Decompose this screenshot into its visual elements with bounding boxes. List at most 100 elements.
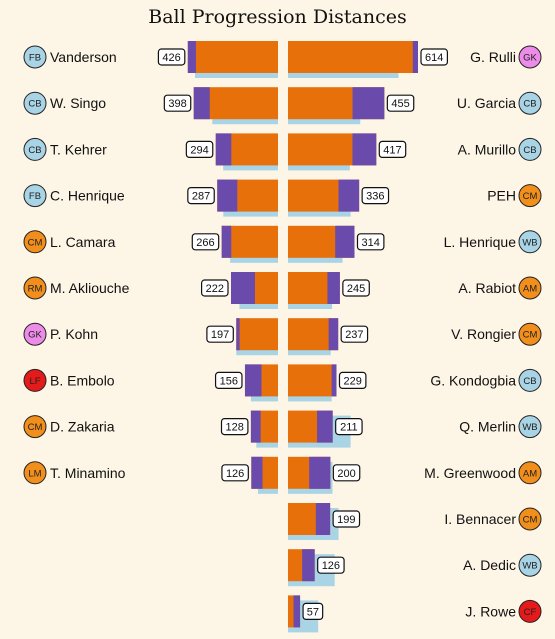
value-label-right_team-2: 417 xyxy=(383,144,401,156)
bar-purple-segment-right_team-4 xyxy=(335,225,355,258)
player-name-right_team-7: G. Kondogbia xyxy=(430,372,516,388)
position-badge-left_team-9 xyxy=(23,461,47,485)
value-label-left_team-3: 287 xyxy=(192,191,210,203)
value-label-left_team-1: 398 xyxy=(168,98,186,110)
value-label-right_team-12: 57 xyxy=(307,606,319,618)
player-name-left_team-9: T. Minamino xyxy=(50,465,126,481)
bar-purple-segment-right_team-6 xyxy=(328,318,339,351)
position-badge-right_team-7 xyxy=(518,368,542,392)
position-badge-left_team-7 xyxy=(23,368,47,392)
player-name-right_team-9: M. Greenwood xyxy=(424,465,516,481)
value-label-box-left_team-7 xyxy=(214,371,243,389)
value-label-box-left_team-0 xyxy=(157,48,186,66)
value-label-box-right_team-2 xyxy=(378,140,407,158)
value-label-box-right_team-8 xyxy=(335,418,363,436)
player-name-left_team-2: T. Kehrer xyxy=(50,141,107,157)
value-label-box-left_team-1 xyxy=(163,94,192,112)
value-label-box-left_team-3 xyxy=(187,187,215,205)
position-label-right_team-7: CB xyxy=(523,376,536,387)
value-label-right_team-0: 614 xyxy=(425,52,443,64)
bar-purple-segment-left_team-2 xyxy=(215,133,232,166)
bar-purple-segment-right_team-7 xyxy=(331,364,337,397)
position-label-left_team-1: CB xyxy=(28,99,41,110)
bar-purple-segment-left_team-6 xyxy=(236,318,240,351)
value-label-left_team-4: 266 xyxy=(196,237,214,249)
bar-purple-segment-right_team-9 xyxy=(309,456,331,489)
value-label-right_team-5: 245 xyxy=(347,283,365,295)
position-label-left_team-7: LF xyxy=(29,376,40,387)
player-name-right_team-1: U. Garcia xyxy=(457,95,516,111)
position-label-right_team-5: AM xyxy=(523,284,537,295)
value-label-left_team-6: 197 xyxy=(211,329,229,341)
position-label-right_team-3: CM xyxy=(523,191,538,202)
position-badge-left_team-6 xyxy=(23,322,47,346)
player-name-left_team-4: L. Camara xyxy=(50,234,116,250)
value-label-box-right_team-10 xyxy=(332,510,361,528)
position-label-left_team-8: CM xyxy=(28,422,43,433)
player-name-right_team-6: V. Rongier xyxy=(451,326,516,342)
bar-purple-segment-right_team-5 xyxy=(327,272,340,304)
player-name-left_team-1: W. Singo xyxy=(50,95,106,111)
bar-purple-segment-right_team-2 xyxy=(352,133,377,166)
position-badge-right_team-2 xyxy=(518,137,542,161)
value-label-right_team-11: 126 xyxy=(322,560,340,572)
value-label-box-left_team-6 xyxy=(206,325,234,343)
value-label-box-right_team-5 xyxy=(342,279,370,297)
player-name-right_team-10: I. Bennacer xyxy=(444,511,516,527)
bar-purple-segment-left_team-7 xyxy=(244,364,262,397)
value-label-right_team-10: 199 xyxy=(337,514,355,526)
player-name-left_team-6: P. Kohn xyxy=(50,326,98,342)
position-badge-right_team-12 xyxy=(518,599,542,623)
bar-purple-segment-left_team-1 xyxy=(193,87,210,120)
bar-left_team-6 xyxy=(236,318,278,351)
bar-purple-segment-right_team-10 xyxy=(315,503,331,535)
value-label-right_team-4: 314 xyxy=(362,237,380,249)
value-label-box-left_team-8 xyxy=(220,418,249,436)
position-label-right_team-9: AM xyxy=(523,468,537,479)
position-badge-right_team-5 xyxy=(518,276,542,300)
player-name-right_team-5: A. Rabiot xyxy=(458,280,516,296)
value-label-left_team-8: 128 xyxy=(226,422,244,434)
position-label-left_team-4: CM xyxy=(28,237,43,248)
value-label-box-right_team-7 xyxy=(338,371,367,389)
bar-purple-segment-right_team-0 xyxy=(412,41,418,73)
position-badge-left_team-1 xyxy=(23,91,47,115)
player-name-left_team-0: Vanderson xyxy=(50,49,117,65)
position-badge-left_team-3 xyxy=(23,184,47,208)
value-label-box-right_team-0 xyxy=(420,48,448,66)
bar-purple-segment-right_team-1 xyxy=(352,87,385,120)
player-name-left_team-7: B. Embolo xyxy=(50,372,115,388)
position-label-right_team-8: WB xyxy=(522,422,537,433)
position-badge-left_team-5 xyxy=(23,276,47,300)
position-label-right_team-0: GK xyxy=(523,53,537,64)
position-badge-right_team-6 xyxy=(518,322,542,346)
value-label-left_team-2: 294 xyxy=(190,144,208,156)
position-label-right_team-12: CF xyxy=(524,607,537,618)
position-badge-right_team-10 xyxy=(518,507,542,531)
position-label-left_team-9: LM xyxy=(28,468,41,479)
value-label-right_team-3: 336 xyxy=(366,191,384,203)
bar-right_team-7 xyxy=(288,364,337,397)
bar-purple-segment-right_team-11 xyxy=(302,549,315,582)
player-name-left_team-3: C. Henrique xyxy=(50,188,125,204)
value-label-left_team-5: 222 xyxy=(206,283,224,295)
player-name-left_team-8: D. Zakaria xyxy=(50,419,115,435)
position-label-left_team-0: FB xyxy=(29,53,41,64)
player-name-left_team-5: M. Akliouche xyxy=(50,280,130,296)
position-label-right_team-10: CM xyxy=(523,515,538,526)
value-label-box-left_team-9 xyxy=(221,464,249,482)
bar-purple-segment-right_team-12 xyxy=(293,595,301,628)
bar-purple-segment-left_team-4 xyxy=(221,225,232,258)
position-label-right_team-4: WB xyxy=(522,237,537,248)
value-label-box-right_team-12 xyxy=(302,602,324,621)
position-badge-right_team-8 xyxy=(518,415,542,439)
value-label-box-left_team-2 xyxy=(185,140,214,158)
position-label-left_team-6: GK xyxy=(28,330,42,341)
value-label-box-right_team-1 xyxy=(386,94,415,112)
position-badge-left_team-2 xyxy=(23,137,47,161)
position-badge-right_team-1 xyxy=(518,91,542,115)
position-label-left_team-5: RM xyxy=(28,284,43,295)
position-label-left_team-2: CB xyxy=(28,145,41,156)
value-label-left_team-0: 426 xyxy=(162,52,180,64)
